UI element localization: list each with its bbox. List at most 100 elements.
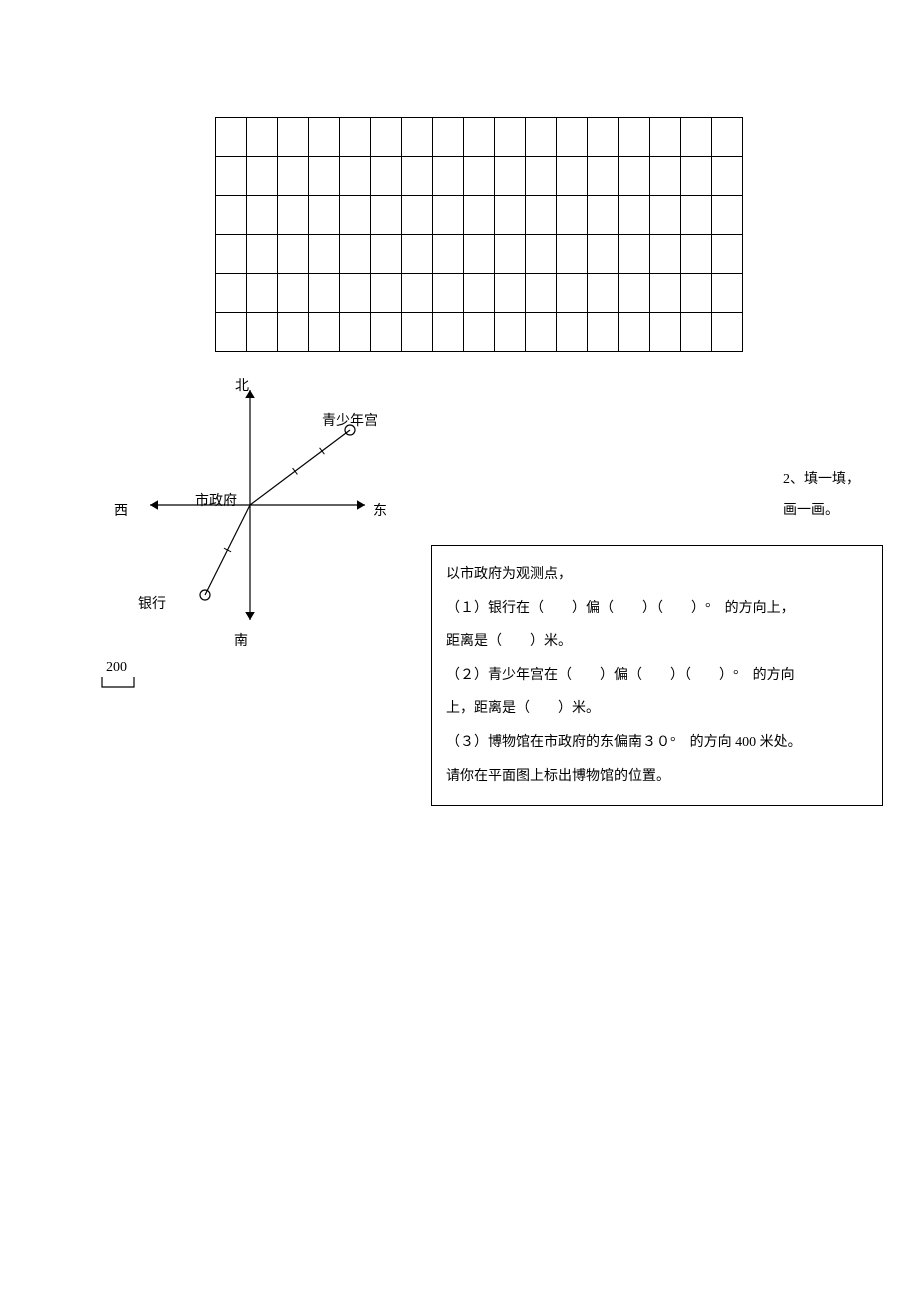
grid-cell — [402, 157, 433, 196]
label-west: 西 — [114, 500, 128, 520]
grid-cell — [619, 118, 650, 157]
grid-cell — [216, 118, 247, 157]
grid-cell — [681, 313, 712, 352]
grid-cell — [557, 313, 588, 352]
grid-cell — [712, 235, 743, 274]
grid-cell — [495, 313, 526, 352]
grid-cell — [557, 157, 588, 196]
instruction-line2: 画一画。 — [783, 503, 839, 518]
grid-cell — [402, 274, 433, 313]
grid-cell — [495, 118, 526, 157]
question-line: 距离是（ ）米。 — [446, 625, 868, 659]
grid-cell — [309, 157, 340, 196]
grid-cell — [216, 274, 247, 313]
grid-cell — [309, 313, 340, 352]
grid-cell — [495, 274, 526, 313]
grid-cell — [681, 235, 712, 274]
grid-cell — [712, 274, 743, 313]
grid-cell — [216, 313, 247, 352]
grid-cell — [278, 313, 309, 352]
grid-cell — [340, 313, 371, 352]
grid-cell — [619, 157, 650, 196]
grid-cell — [340, 235, 371, 274]
grid-cell — [681, 274, 712, 313]
grid-cell — [526, 274, 557, 313]
grid-cell — [588, 313, 619, 352]
grid-cell — [278, 235, 309, 274]
question-line: （２）青少年宫在（ ）偏（ ）（ ）° 的方向 — [446, 659, 868, 693]
grid-cell — [247, 313, 278, 352]
grid-cell — [309, 196, 340, 235]
grid-cell — [712, 157, 743, 196]
scale-number: 200 — [106, 660, 127, 676]
question-line: 上，距离是（ ）米。 — [446, 692, 868, 726]
grid-cell — [402, 235, 433, 274]
grid-cell — [495, 157, 526, 196]
grid-cell — [464, 196, 495, 235]
grid-cell — [681, 118, 712, 157]
grid-cell — [371, 118, 402, 157]
grid-cell — [371, 196, 402, 235]
grid-cell — [247, 274, 278, 313]
grid-cell — [309, 235, 340, 274]
question-box: 以市政府为观测点，（１）银行在（ ）偏（ ）（ ）° 的方向上，距离是（ ）米。… — [431, 545, 883, 806]
grid-cell — [650, 313, 681, 352]
grid-cell — [619, 313, 650, 352]
grid-cell — [619, 196, 650, 235]
grid-cell — [588, 235, 619, 274]
answer-grid — [215, 117, 743, 352]
scale-bracket — [101, 676, 135, 693]
grid-cell — [588, 196, 619, 235]
grid-cell — [619, 235, 650, 274]
grid-cell — [278, 196, 309, 235]
grid-cell — [433, 157, 464, 196]
grid-cell — [371, 274, 402, 313]
grid-cell — [216, 157, 247, 196]
grid-cell — [650, 196, 681, 235]
grid-cell — [340, 274, 371, 313]
grid-cell — [371, 313, 402, 352]
label-bank: 银行 — [138, 593, 166, 613]
grid-cell — [278, 118, 309, 157]
label-east: 东 — [373, 500, 387, 520]
grid-cell — [464, 118, 495, 157]
grid-cell — [433, 118, 464, 157]
label-youth: 青少年宫 — [322, 410, 378, 430]
instruction-line1: 2、填一填， — [783, 472, 860, 487]
instruction-text: 2、填一填， 画一画。 — [783, 465, 860, 527]
grid-cell — [526, 196, 557, 235]
grid-cell — [681, 196, 712, 235]
grid-cell — [557, 274, 588, 313]
grid-cell — [247, 118, 278, 157]
grid-cell — [588, 118, 619, 157]
grid-cell — [309, 118, 340, 157]
grid-cell — [278, 157, 309, 196]
grid-cell — [433, 313, 464, 352]
grid-cell — [278, 274, 309, 313]
grid-cell — [464, 313, 495, 352]
grid-cell — [588, 274, 619, 313]
grid-cell — [650, 118, 681, 157]
grid-cell — [371, 157, 402, 196]
question-line: 以市政府为观测点， — [446, 558, 868, 592]
grid-cell — [371, 235, 402, 274]
grid-cell — [433, 196, 464, 235]
grid-cell — [402, 196, 433, 235]
question-line: （３）博物馆在市政府的东偏南３０° 的方向 400 米处。 — [446, 726, 868, 760]
grid-cell — [619, 274, 650, 313]
grid-cell — [216, 196, 247, 235]
grid-cell — [433, 235, 464, 274]
label-center: 市政府 — [195, 490, 237, 510]
question-line: （１）银行在（ ）偏（ ）（ ）° 的方向上， — [446, 592, 868, 626]
grid-cell — [650, 157, 681, 196]
grid-cell — [681, 157, 712, 196]
question-line: 请你在平面图上标出博物馆的位置。 — [446, 760, 868, 794]
grid-cell — [464, 157, 495, 196]
grid-cell — [402, 313, 433, 352]
grid-cell — [526, 313, 557, 352]
grid-cell — [650, 235, 681, 274]
grid-cell — [216, 235, 247, 274]
grid-cell — [309, 274, 340, 313]
grid-cell — [340, 157, 371, 196]
grid-cell — [247, 235, 278, 274]
